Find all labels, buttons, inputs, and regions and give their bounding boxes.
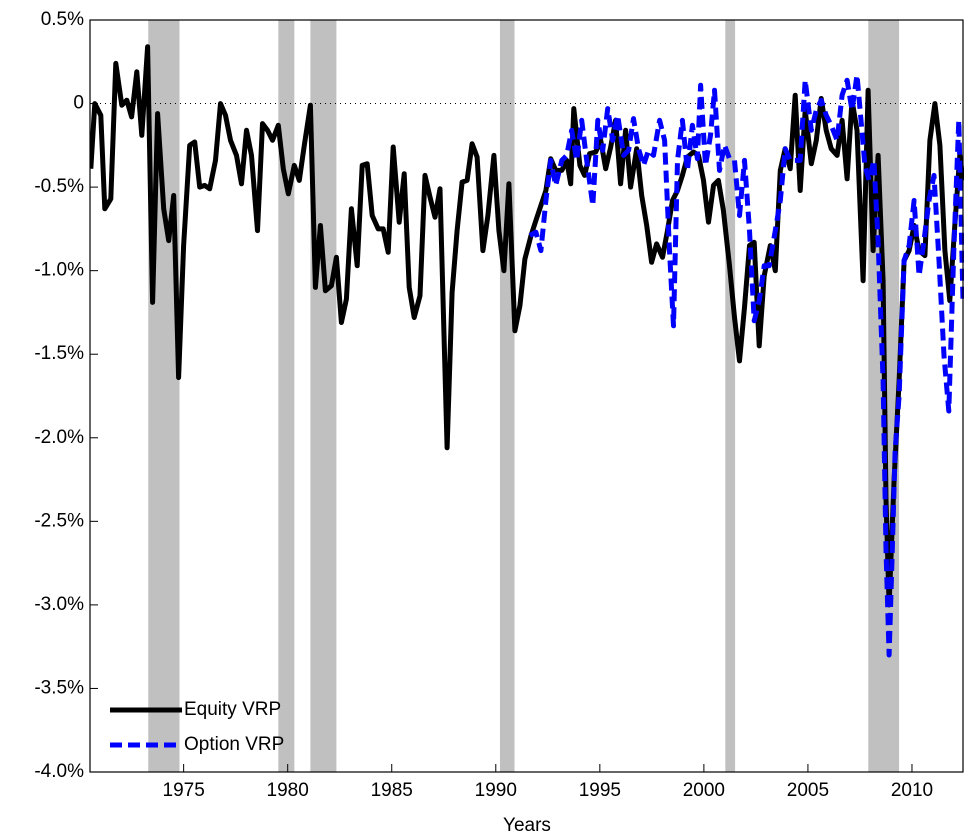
- y-tick-label: -4.0%: [34, 761, 84, 782]
- recession-band: [725, 20, 736, 772]
- x-tick-label: 1980: [267, 780, 309, 801]
- x-tick-label: 2000: [683, 780, 725, 801]
- y-tick-label: -3.5%: [34, 677, 84, 698]
- y-tick-label: -3.0%: [34, 594, 84, 615]
- x-axis-label: Years: [503, 815, 551, 836]
- y-tick-label: -0.5%: [34, 176, 84, 197]
- y-tick-label: -1.5%: [34, 343, 84, 364]
- x-tick-label: 2010: [891, 780, 933, 801]
- series-line: [90, 44, 964, 608]
- y-tick-label: 0: [73, 93, 84, 114]
- plot-frame: [89, 19, 964, 773]
- x-tick-label: 1995: [579, 780, 621, 801]
- y-tick-label: -2.0%: [34, 427, 84, 448]
- x-tick-label: 1985: [371, 780, 413, 801]
- series-line: [528, 72, 964, 658]
- recession-band: [499, 20, 515, 772]
- y-tick-label: -1.0%: [34, 260, 84, 281]
- recession-band: [278, 20, 295, 772]
- y-tick-label: 0.5%: [41, 9, 84, 30]
- x-tick-label: 1975: [163, 780, 205, 801]
- legend-label: Equity VRP: [184, 699, 281, 720]
- x-tick-label: 2005: [787, 780, 829, 801]
- recession-band: [310, 20, 337, 772]
- legend-label: Option VRP: [184, 734, 284, 755]
- recession-band: [148, 20, 180, 772]
- y-tick-label: -2.5%: [34, 510, 84, 531]
- plot-area: [90, 20, 964, 772]
- x-tick-label: 1990: [475, 780, 517, 801]
